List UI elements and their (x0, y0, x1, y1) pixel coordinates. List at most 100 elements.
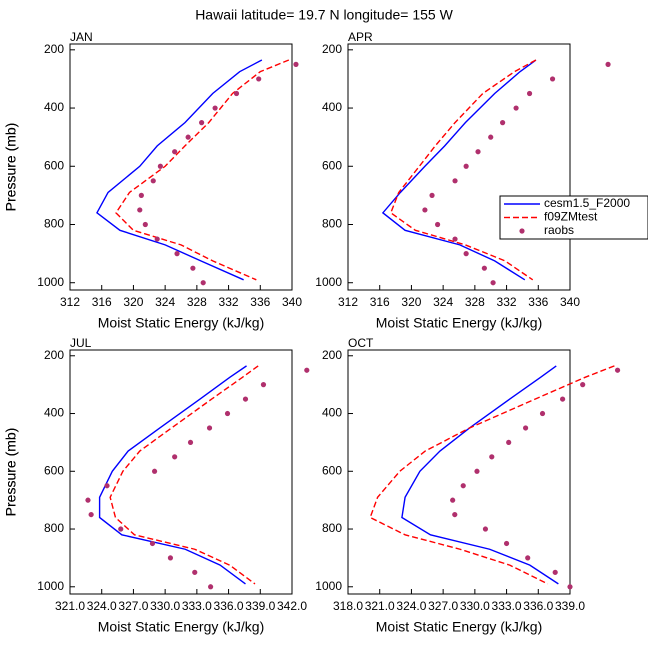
raob-point (142, 221, 148, 228)
y-tick-label: 1000 (315, 275, 342, 289)
profile-line (401, 365, 559, 585)
raob-point (489, 454, 495, 460)
profile-line (381, 59, 537, 281)
x-tick-label: 320 (401, 295, 421, 309)
raob-point (154, 236, 160, 242)
x-tick-label: 333.0 (182, 599, 212, 613)
y-tick-label: 400 (322, 406, 342, 420)
y-tick-label: 200 (44, 348, 64, 362)
panel-title: APR (348, 30, 373, 44)
raob-point (172, 149, 178, 155)
raob-point (452, 511, 458, 518)
y-axis-label: Pressure (mb) (3, 428, 19, 517)
raob-point (474, 468, 480, 474)
raob-point (167, 555, 174, 561)
legend-label: raobs (544, 223, 574, 237)
x-tick-label: 330.0 (150, 599, 180, 613)
panel-title: JUL (70, 336, 92, 350)
raob-point (450, 497, 456, 503)
y-tick-label: 400 (322, 100, 342, 114)
raob-point (490, 280, 496, 286)
raob-point (208, 584, 214, 590)
raob-point (475, 149, 481, 155)
x-tick-label: 328 (187, 295, 207, 309)
x-tick-label: 336.0 (214, 599, 244, 613)
x-tick-label: 332 (497, 295, 517, 309)
y-tick-label: 200 (322, 348, 342, 362)
raob-point (580, 382, 586, 388)
y-axis-label: Pressure (mb) (3, 123, 19, 212)
y-tick-label: 400 (44, 406, 64, 420)
raob-point (118, 526, 124, 532)
x-tick-label: 339.0 (555, 599, 585, 613)
profile-line (109, 365, 259, 585)
raob-point (187, 439, 194, 446)
plot-frame (347, 349, 571, 595)
raob-point (549, 76, 556, 82)
plot-frame (347, 43, 571, 291)
x-tick-label: 332 (219, 295, 239, 309)
x-tick-label: 318.0 (333, 599, 363, 613)
raob-point (260, 382, 267, 388)
raob-point (212, 105, 218, 111)
raob-point (138, 192, 144, 198)
raob-point (488, 134, 494, 140)
raob-point (506, 439, 512, 446)
profile-line (389, 59, 537, 281)
x-axis-label: Moist Static Energy (kJ/kg) (98, 619, 265, 635)
y-tick-label: 1000 (315, 579, 342, 593)
raob-point (85, 497, 91, 503)
x-tick-label: 324 (433, 295, 453, 309)
raob-point (614, 367, 621, 373)
raob-point (150, 178, 156, 184)
raob-point (185, 134, 191, 140)
legend-label: cesm1.5_F2000 (544, 196, 630, 210)
raob-point (206, 425, 213, 431)
y-axis-label: Pressure (mb) (3, 428, 19, 517)
legend-label: f09ZMtest (544, 210, 598, 224)
raob-point (192, 569, 198, 575)
raob-point (503, 540, 510, 547)
y-axis-label: Pressure (mb) (3, 123, 19, 212)
raob-point (422, 207, 428, 213)
raob-point (452, 178, 458, 184)
raob-point (513, 105, 519, 111)
x-axis-label: Moist Static Energy (kJ/kg) (376, 315, 543, 331)
x-tick-label: 312 (338, 295, 358, 309)
x-tick-label: 312 (60, 295, 80, 309)
raob-point (429, 192, 435, 198)
x-tick-label: 340 (282, 295, 302, 309)
raob-point (452, 236, 458, 242)
raob-point (605, 61, 611, 67)
x-tick-label: 328 (465, 295, 485, 309)
raob-point (482, 526, 489, 532)
panel-title: OCT (348, 336, 374, 350)
x-tick-label: 316 (370, 295, 390, 309)
y-tick-label: 1000 (37, 275, 64, 289)
raob-point (560, 396, 566, 402)
profile-line (369, 365, 615, 585)
y-tick-label: 600 (322, 463, 342, 477)
x-tick-label: 339.0 (245, 599, 275, 613)
raob-point (151, 468, 158, 474)
raob-point (190, 265, 196, 271)
plot-frame (69, 349, 293, 595)
x-axis-label: Moist Static Energy (kJ/kg) (98, 315, 265, 331)
raob-point (174, 251, 180, 257)
raob-point (434, 221, 441, 228)
x-tick-label: 321.0 (55, 599, 85, 613)
x-tick-label: 324 (155, 295, 175, 309)
y-tick-label: 800 (44, 217, 64, 231)
raob-point (200, 280, 206, 286)
x-axis-label: Moist Static Energy (kJ/kg) (376, 619, 543, 635)
y-tick-label: 400 (44, 100, 64, 114)
figure-title: Hawaii latitude= 19.7 N longitude= 155 W (195, 7, 453, 23)
y-tick-label: 200 (44, 42, 64, 56)
x-tick-label: 321.0 (365, 599, 395, 613)
raob-point (137, 207, 143, 213)
x-tick-label: 333.0 (492, 599, 522, 613)
raob-point (172, 454, 178, 460)
raob-point (481, 265, 487, 271)
